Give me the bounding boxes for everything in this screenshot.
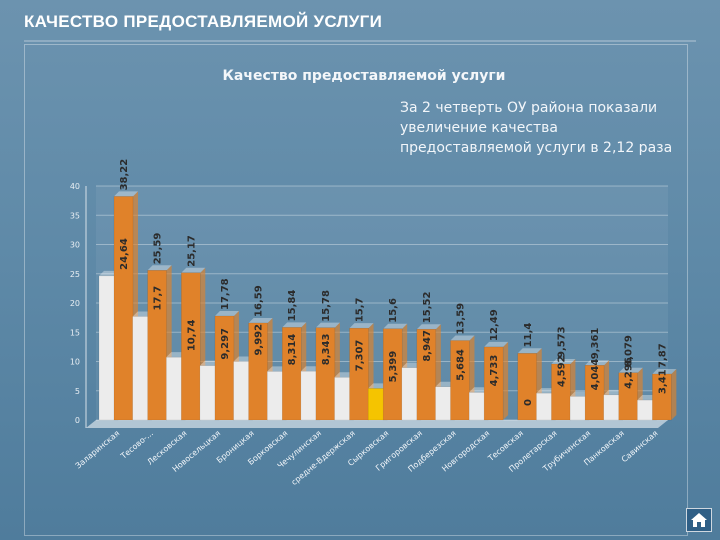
data-label-series1: 0 (523, 399, 534, 406)
data-label-series1: 9,297 (220, 328, 231, 360)
data-label-series2: 9,573 (556, 326, 567, 358)
bar-series2 (584, 364, 605, 421)
y-tick-label: 10 (70, 358, 80, 367)
data-label-series2: 11,4 (523, 323, 534, 348)
data-label-series2: 15,84 (287, 290, 298, 322)
bar-series2 (551, 363, 571, 421)
bar-series2-top (517, 348, 542, 354)
slide-title: КАЧЕСТВО ПРЕДОСТАВЛЯЕМОЙ УСЛУГИ (24, 12, 383, 31)
bar-series2-top (585, 360, 610, 366)
home-button[interactable] (686, 508, 712, 532)
y-tick-label: 30 (70, 241, 80, 250)
data-label-series2: 13,59 (455, 303, 466, 335)
bar-series2-top (181, 267, 206, 273)
bar-series2 (181, 272, 201, 421)
bar-series2-top (248, 317, 273, 323)
y-tick-label: 35 (70, 211, 80, 220)
data-label-series2: 38,22 (119, 159, 130, 191)
data-label-series1: 3,41 (657, 369, 668, 394)
bar-series2 (113, 196, 134, 421)
bar-series2-top (114, 191, 138, 197)
data-label-series1: 4,733 (489, 355, 500, 387)
summary-note: За 2 четверть ОУ района показали увеличе… (400, 100, 673, 156)
data-label-series1: 4,044 (590, 359, 601, 391)
bar-series2 (147, 270, 167, 421)
chart-floor (86, 420, 668, 428)
data-label-series1: 8,947 (422, 330, 433, 362)
data-label-series1: 17,7 (153, 286, 164, 311)
bar-series2 (517, 353, 538, 421)
data-label-series2: 15,78 (321, 290, 332, 322)
data-label-series1: 8,343 (321, 334, 332, 366)
bar-series2 (618, 372, 638, 421)
bar-series2-top (484, 341, 509, 347)
bar-series2-side (503, 341, 509, 420)
data-label-series1: 8,314 (287, 334, 298, 366)
bar-series2-top (383, 323, 408, 329)
category-label: Заларинская (74, 429, 122, 471)
data-label-series2: 25,17 (186, 235, 197, 267)
y-tick-label: 40 (70, 182, 80, 191)
data-label-series2: 8,079 (624, 335, 635, 367)
data-label-series2: 16,59 (254, 285, 265, 317)
category-label: средне-Вдержская (290, 429, 357, 488)
bar-series2 (416, 328, 437, 421)
title-divider (24, 40, 696, 42)
data-label-series2: 9,361 (590, 328, 601, 360)
data-label-series2: 15,52 (422, 292, 433, 324)
data-label-series2: 15,6 (388, 298, 399, 323)
bar-series2-top (652, 368, 677, 374)
category-label: Савинская (620, 429, 660, 465)
home-icon (691, 513, 707, 527)
bar-series2 (450, 340, 470, 421)
bar-series2-top (551, 358, 576, 364)
bar-series2-top (282, 322, 307, 328)
data-label-series1: 5,684 (455, 349, 466, 381)
bar-series2-top (618, 367, 643, 373)
bar-series2 (349, 327, 369, 421)
data-label-series2: 12,49 (489, 309, 500, 341)
chart-title: Качество предоставляемой услуги (222, 68, 505, 84)
bar-series2 (315, 327, 336, 421)
data-label-series1: 9,992 (254, 324, 265, 356)
y-tick-label: 20 (70, 299, 80, 308)
data-label-series1: 5,399 (388, 351, 399, 383)
y-tick-label: 5 (75, 387, 80, 396)
bar-series2-top (416, 324, 441, 330)
bar-series2 (652, 373, 672, 421)
data-label-series1: 4,592 (556, 355, 567, 387)
data-label-series1: 4,296 (624, 357, 635, 389)
bar-series2-top (147, 265, 172, 271)
data-label-series2: 25,59 (153, 233, 164, 265)
data-label-series1: 10,74 (186, 319, 197, 351)
bar-series2-top (315, 322, 340, 328)
bar-series2-top (214, 310, 239, 316)
bar-series2-top (450, 335, 475, 341)
bar-series2-side (671, 368, 677, 420)
y-tick-label: 15 (70, 328, 80, 337)
y-tick-label: 0 (75, 416, 80, 425)
chart-panel (24, 44, 688, 536)
bar-series2-top (349, 323, 374, 329)
data-label-series1: 7,307 (355, 340, 366, 372)
data-label-series2: 17,78 (220, 278, 231, 310)
data-label-series2: 7,87 (657, 343, 668, 368)
y-tick-label: 25 (70, 270, 80, 279)
data-label-series1: 24,64 (119, 238, 130, 270)
bar-series2 (483, 346, 504, 421)
data-label-series2: 15,7 (355, 297, 366, 322)
